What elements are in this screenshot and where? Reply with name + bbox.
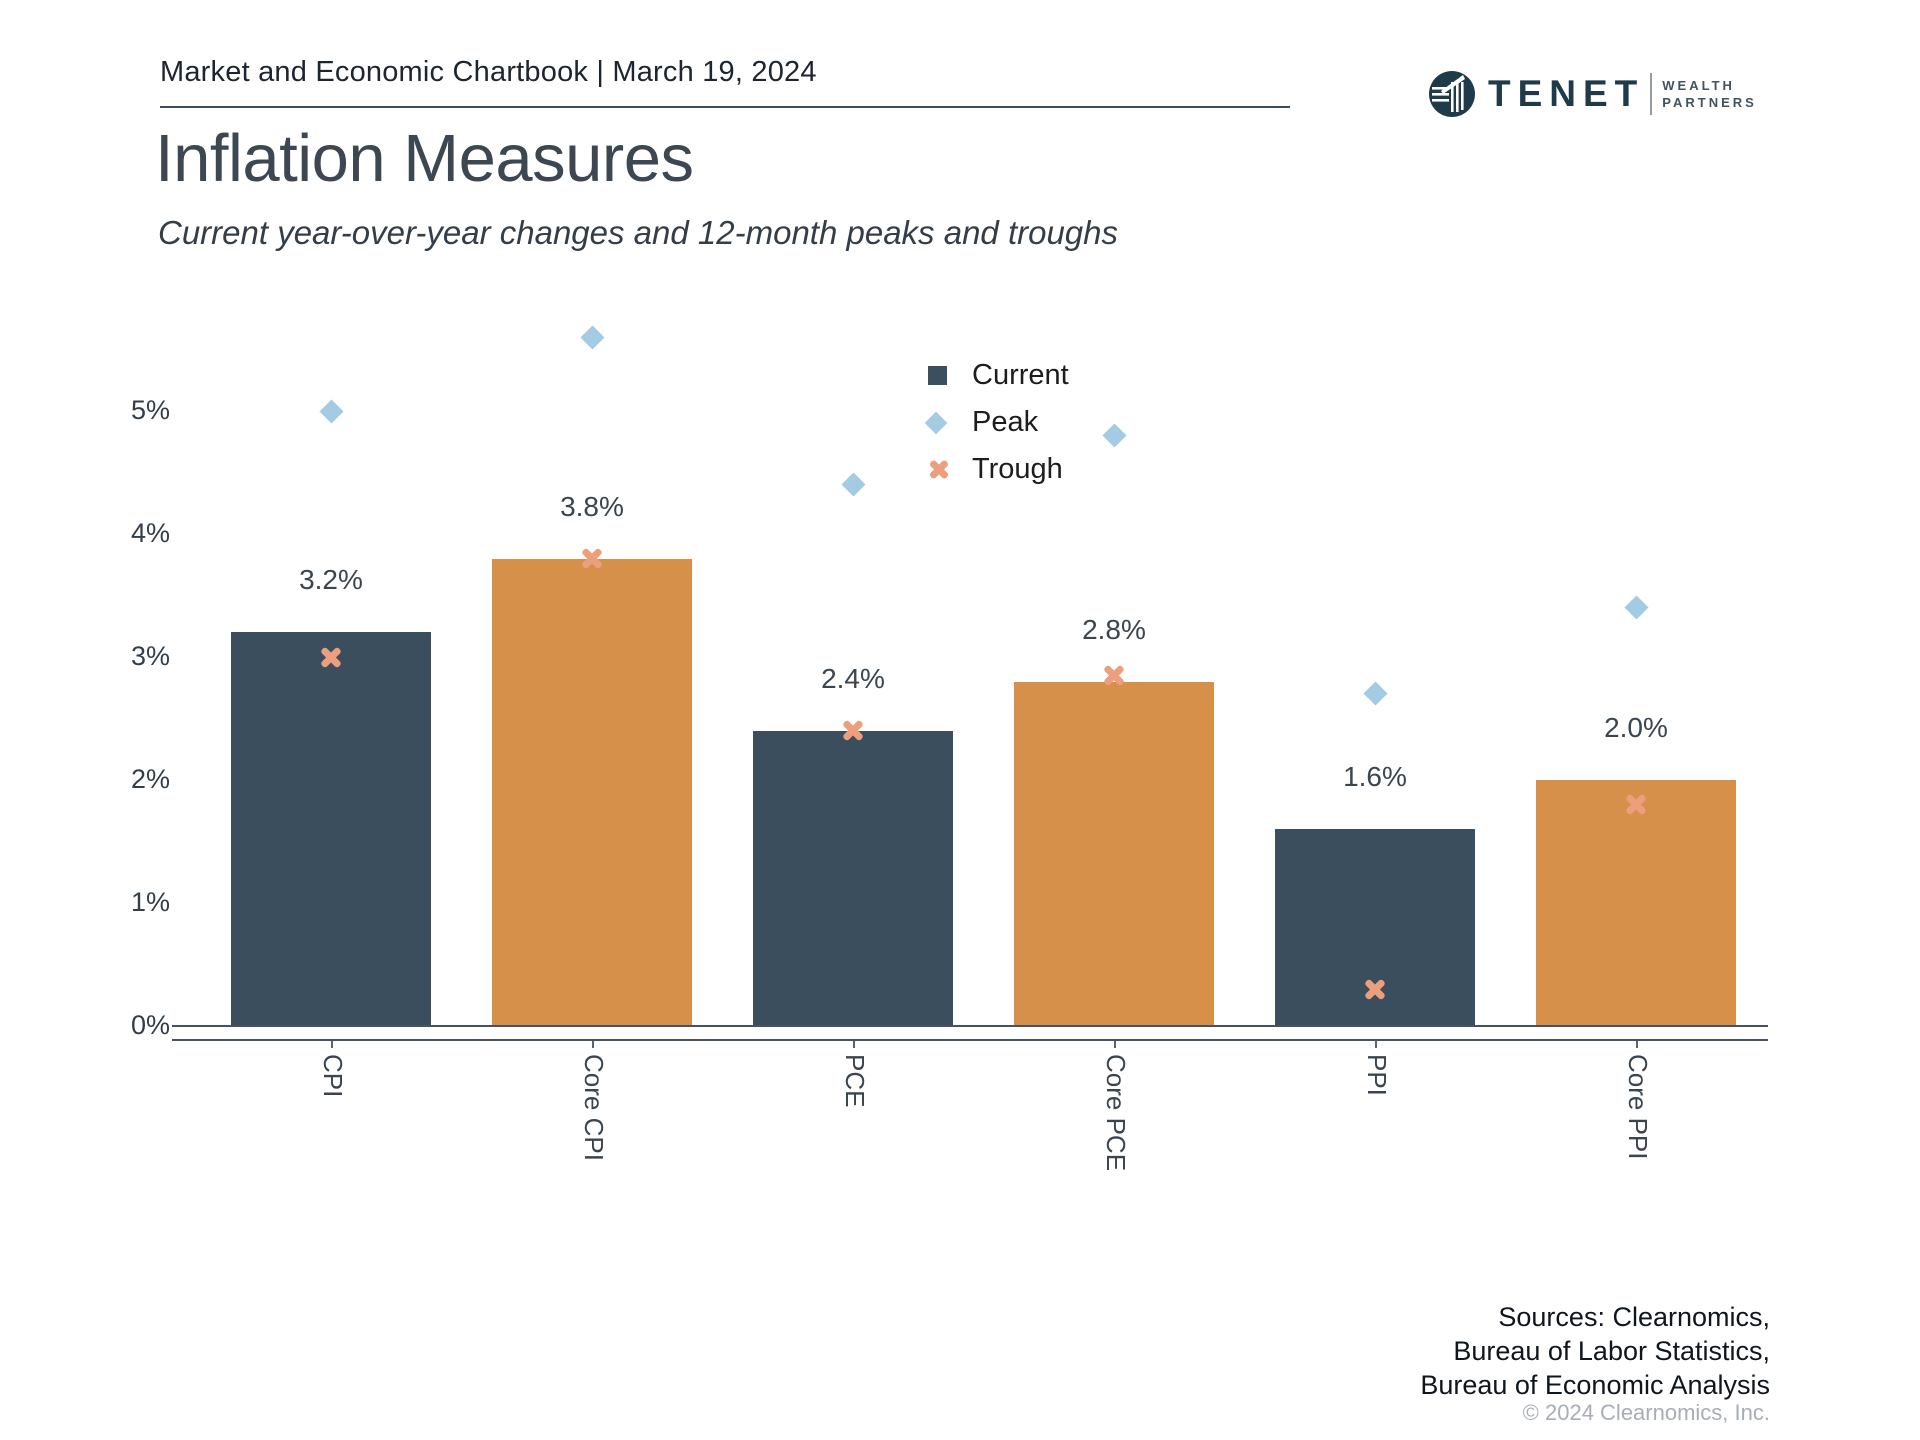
logo-tagline-line2: PARTNERS bbox=[1662, 95, 1757, 110]
chartbook-header: Market and Economic Chartbook | March 19… bbox=[160, 56, 817, 88]
x-axis-category-label: Core CPI bbox=[579, 1054, 609, 1161]
legend-label: Current bbox=[972, 359, 1069, 391]
x-axis-category-label: Core PPI bbox=[1623, 1054, 1653, 1160]
bar-value-label: 2.8% bbox=[1082, 613, 1146, 645]
header-divider bbox=[160, 106, 1290, 108]
logo-tagline: WEALTH PARTNERS bbox=[1662, 77, 1757, 111]
legend-item-current: Current bbox=[928, 352, 1069, 399]
peak-marker-pce bbox=[840, 472, 866, 497]
bar-value-label: 3.2% bbox=[299, 564, 363, 596]
trough-marker-core-cpi bbox=[580, 547, 604, 571]
sources-line: Sources: Clearnomics, bbox=[1498, 1302, 1770, 1332]
x-axis-category-label: CPI bbox=[318, 1054, 348, 1098]
page-title: Inflation Measures bbox=[155, 121, 694, 196]
trough-marker-core-ppi bbox=[1624, 793, 1648, 817]
peak-marker-cpi bbox=[318, 398, 344, 424]
copyright-note: © 2024 Clearnomics, Inc. bbox=[1522, 1400, 1770, 1425]
diamond-legend-icon bbox=[924, 411, 972, 434]
logo-tagline-line1: WEALTH bbox=[1662, 78, 1735, 93]
x-axis-category-label: PCE bbox=[840, 1054, 870, 1108]
trough-marker-core-pce bbox=[1102, 663, 1126, 687]
legend-label: Trough bbox=[972, 453, 1063, 485]
peak-marker-ppi bbox=[1362, 681, 1388, 706]
bar-core-ppi bbox=[1536, 780, 1736, 1026]
legend-item-peak: Peak bbox=[924, 399, 1069, 446]
bar-value-label: 1.6% bbox=[1343, 761, 1407, 793]
x-legend-icon bbox=[928, 459, 972, 481]
y-axis-tick-label: 1% bbox=[130, 887, 170, 917]
x-axis-tick bbox=[1114, 1040, 1116, 1048]
x-axis-tick bbox=[592, 1040, 594, 1048]
x-axis-tick bbox=[1375, 1040, 1377, 1048]
peak-marker-core-cpi bbox=[579, 325, 605, 350]
y-axis-tick-label: 5% bbox=[130, 395, 170, 425]
x-axis-tick bbox=[1636, 1040, 1638, 1048]
chart-legend: Current Peak Trough bbox=[924, 352, 1069, 493]
tenet-logo: TENET WEALTH PARTNERS bbox=[1428, 70, 1757, 118]
peak-marker-core-ppi bbox=[1623, 595, 1649, 620]
bar-cpi bbox=[231, 632, 431, 1026]
peak-marker-core-pce bbox=[1101, 423, 1127, 448]
bar-core-cpi bbox=[492, 558, 692, 1026]
x-axis-category-label: Core PCE bbox=[1101, 1054, 1131, 1172]
trough-marker-ppi bbox=[1363, 977, 1387, 1001]
sources-line: Bureau of Labor Statistics, bbox=[1453, 1336, 1770, 1366]
bar-core-pce bbox=[1014, 681, 1214, 1026]
bar-value-label: 2.0% bbox=[1604, 712, 1668, 743]
x-axis-category-label: PPI bbox=[1362, 1054, 1392, 1096]
y-axis-tick-label: 3% bbox=[130, 641, 170, 671]
square-legend-icon bbox=[928, 366, 972, 385]
bar-value-label: 2.4% bbox=[821, 662, 885, 694]
sources-line: Bureau of Economic Analysis bbox=[1420, 1370, 1770, 1400]
page-subtitle: Current year-over-year changes and 12-mo… bbox=[158, 214, 1119, 251]
bar-pce bbox=[753, 730, 953, 1026]
x-axis-baseline bbox=[172, 1025, 1768, 1027]
legend-item-trough: Trough bbox=[928, 446, 1069, 493]
x-axis-tick bbox=[853, 1040, 855, 1048]
tenet-logo-icon bbox=[1429, 71, 1475, 117]
logo-divider bbox=[1650, 73, 1653, 115]
legend-label: Peak bbox=[972, 406, 1039, 438]
trough-marker-pce bbox=[841, 719, 865, 743]
x-axis-tick bbox=[331, 1040, 333, 1048]
tenet-logo-wordmark: TENET bbox=[1488, 73, 1645, 114]
sources-note: Sources: Clearnomics, Bureau of Labor St… bbox=[1420, 1300, 1770, 1402]
trough-marker-cpi bbox=[319, 645, 343, 669]
y-axis-tick-label: 4% bbox=[130, 518, 170, 548]
x-axis-lower-rule bbox=[172, 1039, 1768, 1041]
bar-value-label: 3.8% bbox=[560, 490, 624, 522]
y-axis-tick-label: 2% bbox=[130, 764, 170, 794]
y-axis-tick-label: 0% bbox=[130, 1010, 170, 1040]
